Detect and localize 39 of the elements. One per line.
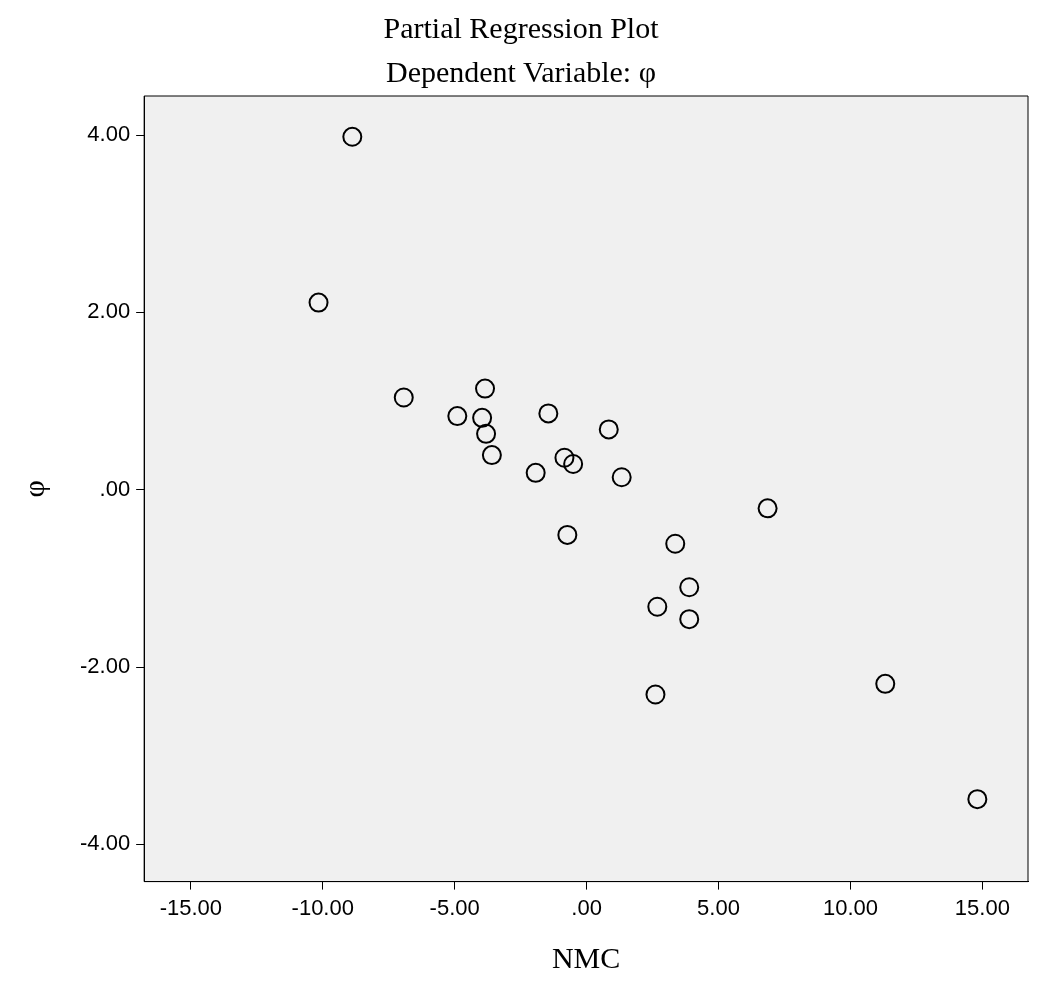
point <box>645 684 666 705</box>
point <box>481 445 502 466</box>
x-tick-label: 5.00 <box>697 894 740 920</box>
point <box>393 387 414 408</box>
point <box>476 423 497 444</box>
y-tick-label: 4.00 <box>87 121 131 147</box>
x-tick-label: -15.00 <box>159 894 223 920</box>
x-tick-label: 15.00 <box>954 894 1010 920</box>
point <box>525 462 546 483</box>
x-axis-title: NMC <box>551 940 621 974</box>
chart-title: Partial Regression Plot <box>383 10 660 44</box>
y-tick-label: -4.00 <box>79 830 131 856</box>
y-tick-label: -2.00 <box>79 653 131 679</box>
x-tick-label: -10.00 <box>291 894 354 920</box>
point <box>679 609 700 630</box>
point <box>554 447 575 468</box>
point <box>679 577 700 598</box>
point <box>557 524 578 545</box>
point <box>538 403 559 424</box>
point <box>875 673 896 694</box>
y-tick-label: .00 <box>99 475 131 501</box>
point <box>475 378 496 399</box>
point <box>447 406 468 427</box>
y-axis-title: φ <box>16 480 50 498</box>
point <box>563 453 584 474</box>
x-tick-label: -5.00 <box>429 894 480 920</box>
y-tick-label: 2.00 <box>87 298 131 324</box>
point <box>665 533 686 554</box>
point <box>472 407 493 428</box>
x-tick-label: .00 <box>571 894 602 920</box>
point <box>757 498 778 519</box>
point <box>342 126 363 147</box>
chart-subtitle: Dependent Variable: φ <box>386 54 656 88</box>
point <box>967 789 988 810</box>
point <box>598 419 619 440</box>
point <box>647 596 668 617</box>
x-tick-label: 10.00 <box>822 894 878 920</box>
point <box>611 467 632 488</box>
point <box>308 292 329 313</box>
